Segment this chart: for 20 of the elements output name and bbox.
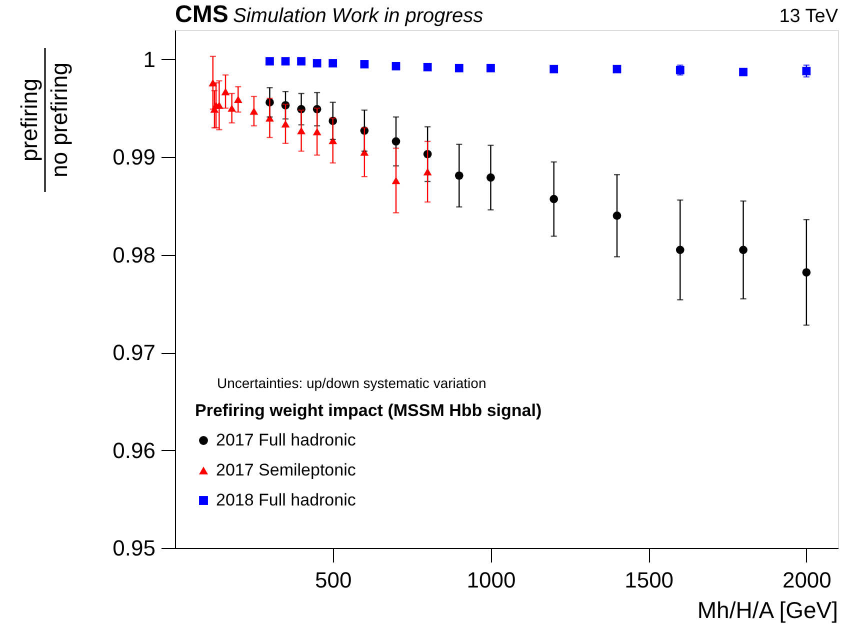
legend-label: 2017 Full hadronic	[216, 430, 356, 450]
annotation: Uncertainties: up/down systematic variation	[217, 375, 486, 391]
y-tick-label: 0.97	[112, 340, 156, 366]
text: 13 TeV	[779, 6, 838, 27]
x-tick-label: 1000	[466, 568, 516, 592]
y-axis-title: prefiring no prefiring	[16, 62, 72, 178]
y-tick-label: 0.99	[112, 144, 156, 170]
legend-label: 2018 Full hadronic	[216, 490, 356, 510]
legend-title: Prefiring weight impact (MSSM Hbb signal)	[195, 401, 542, 420]
x-axis-title: Mh/H/A [GeV]	[697, 597, 838, 623]
x-tick-label: 2000	[782, 568, 832, 592]
legend-label: 2017 Semileptonic	[216, 460, 356, 480]
y-tick-label: 1	[143, 46, 156, 72]
chart-subtitle: Simulation Work in progress	[233, 5, 484, 27]
y-tick-label: 0.96	[112, 438, 156, 463]
y-tick-label: 0.98	[112, 242, 156, 268]
chart-title: CMS	[175, 1, 228, 28]
x-tick-label: 1500	[624, 568, 674, 592]
x-tick-label: 500	[315, 568, 352, 592]
y-tick-label: 0.95	[112, 536, 156, 560]
